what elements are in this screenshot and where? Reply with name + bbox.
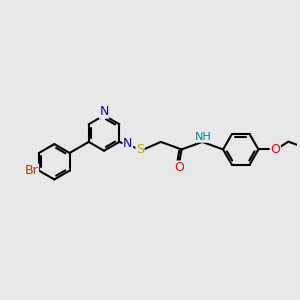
Text: N: N <box>99 105 109 118</box>
Text: NH: NH <box>195 132 212 142</box>
Text: S: S <box>136 143 144 156</box>
Text: O: O <box>174 161 184 174</box>
Text: Br: Br <box>25 164 38 177</box>
Text: N: N <box>123 137 133 150</box>
Text: O: O <box>271 143 281 156</box>
